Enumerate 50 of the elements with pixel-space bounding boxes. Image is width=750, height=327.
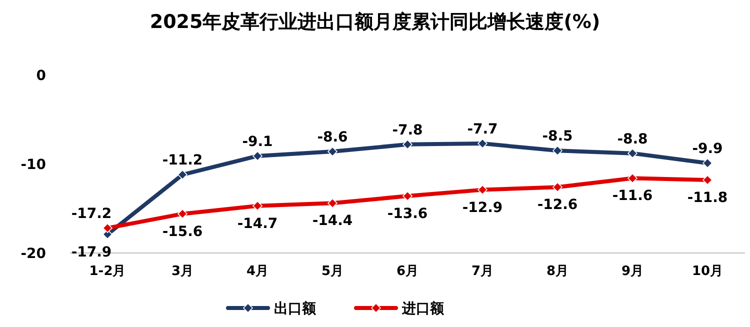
x-tick-label: 4月	[246, 264, 269, 279]
data-label: -17.9	[71, 244, 112, 260]
point	[178, 170, 188, 180]
y-tick-label: -20	[20, 246, 46, 262]
y-tick-label: -10	[20, 157, 46, 173]
point	[252, 151, 262, 161]
data-label: -8.5	[542, 128, 573, 145]
point	[552, 182, 562, 192]
data-label: -8.8	[617, 131, 648, 148]
x-tick-label: 9月	[621, 264, 644, 279]
point	[328, 198, 338, 208]
data-label: -17.2	[71, 206, 112, 222]
data-label: -12.6	[537, 197, 578, 214]
x-tick-label: 7月	[471, 264, 494, 279]
data-label: -14.7	[237, 216, 278, 232]
x-tick-label: 3月	[171, 264, 194, 279]
point	[702, 175, 712, 185]
chart-title: 2025年皮革行业进出口额月度累计同比增长速度(%)	[150, 11, 600, 33]
point	[552, 146, 562, 156]
data-label: -7.8	[392, 122, 423, 138]
point	[478, 184, 488, 195]
point	[328, 146, 338, 156]
data-label: -8.6	[317, 130, 348, 146]
legend-label: 出口额	[274, 300, 317, 317]
point	[702, 158, 712, 168]
point	[478, 138, 488, 148]
point	[628, 173, 638, 184]
x-tick-label: 5月	[321, 264, 344, 279]
y-tick-label: 0	[36, 68, 46, 84]
x-tick-label: 1-2月	[89, 264, 126, 279]
data-label: -15.6	[162, 224, 203, 240]
data-label: -14.4	[312, 213, 353, 230]
data-label: -12.9	[462, 200, 503, 216]
data-label: -9.9	[692, 141, 723, 158]
data-label: -13.6	[387, 206, 428, 222]
x-tick-label: 8月	[546, 264, 569, 279]
data-label: -11.6	[612, 188, 653, 204]
data-label: -9.1	[242, 134, 273, 150]
point	[402, 191, 412, 201]
data-label: -11.8	[687, 190, 728, 206]
x-tick-label: 10月	[692, 264, 724, 279]
point	[102, 223, 112, 233]
x-tick-label: 6月	[396, 264, 419, 279]
point	[402, 140, 412, 150]
point	[628, 148, 638, 158]
point	[252, 200, 262, 211]
data-label: -11.2	[162, 152, 203, 169]
data-label: -7.7	[467, 122, 498, 138]
legend-label: 进口额	[401, 300, 445, 317]
point	[178, 208, 188, 219]
